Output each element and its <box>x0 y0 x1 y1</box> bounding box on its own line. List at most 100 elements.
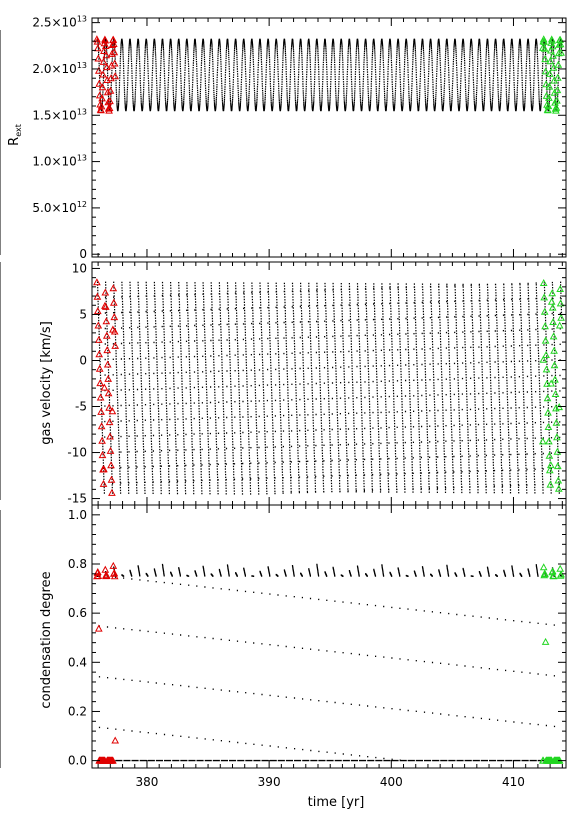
condensation-data-points <box>96 563 563 762</box>
y-tick-label: 5 <box>79 307 87 321</box>
red-triangle-marker <box>94 54 103 62</box>
condensation-y-tick-labels: 0.0 0.2 0.4 0.6 0.8 1.0 <box>68 508 87 768</box>
green-triangle-marker <box>541 322 549 330</box>
green-triangle-marker <box>541 336 550 344</box>
green-triangle-marker <box>541 637 550 645</box>
red-triangle-marker <box>102 571 111 579</box>
red-triangle-marker <box>94 66 103 74</box>
velocity-y-axis-label: gas velocity [km/s] <box>39 321 54 445</box>
red-triangle-marker <box>100 465 108 473</box>
red-triangle-marker <box>104 374 113 382</box>
data-trace <box>96 281 563 495</box>
red-triangle-marker <box>97 102 106 110</box>
red-triangle-marker <box>97 106 105 114</box>
green-triangle-marker <box>545 466 554 474</box>
green-triangle-marker <box>542 80 550 88</box>
green-triangle-marker <box>543 379 551 387</box>
red-triangle-marker <box>105 103 114 111</box>
red-triangle-marker <box>107 61 116 69</box>
red-triangle-marker <box>105 403 113 411</box>
red-triangle-marker <box>93 44 102 52</box>
y-tick-mantissa: 2.0×10 <box>32 62 76 76</box>
y-tick-mantissa: 1.0×10 <box>32 155 76 169</box>
green-triangle-marker <box>542 350 550 358</box>
green-triangle-marker <box>538 43 547 51</box>
green-triangle-marker <box>555 321 564 329</box>
y-tick-exponent: 13 <box>77 15 87 24</box>
red-triangle-marker <box>100 46 108 54</box>
red-triangle-marker <box>93 307 102 315</box>
velocity-red-markers <box>93 278 120 496</box>
red-triangle-marker <box>108 488 116 496</box>
red-triangle-marker <box>104 98 113 106</box>
red-triangle-marker <box>93 35 101 43</box>
red-triangle-marker <box>106 446 115 454</box>
green-triangle-marker <box>545 93 553 101</box>
green-triangle-marker <box>551 375 559 383</box>
y-tick-mantissa: 5.0×10 <box>32 201 76 215</box>
condensation-tick-marks <box>92 505 566 768</box>
red-triangle-marker <box>103 346 112 354</box>
y-tick-label: -15 <box>67 492 87 506</box>
radius-data-points <box>96 38 563 112</box>
green-triangle-marker <box>546 480 555 488</box>
red-triangle-marker <box>109 39 118 47</box>
green-triangle-marker <box>557 313 565 321</box>
y-tick-label: 1.0 <box>68 508 87 522</box>
y-tick-exponent: 12 <box>77 200 87 209</box>
y-tick-exponent: 13 <box>77 154 87 163</box>
green-triangle-marker <box>551 98 559 106</box>
green-triangle-marker <box>554 49 563 57</box>
red-triangle-marker <box>110 313 119 321</box>
y-tick-mantissa: 2.5×10 <box>32 16 76 30</box>
green-triangle-marker <box>548 303 557 311</box>
red-triangle-marker <box>101 565 110 573</box>
green-triangle-marker <box>544 422 553 430</box>
condensation-plot-frame <box>91 504 567 769</box>
y-tick-label: 0 <box>79 353 87 367</box>
red-triangle-marker <box>98 436 106 444</box>
green-triangle-marker <box>540 293 549 301</box>
green-triangle-marker <box>553 433 561 441</box>
condensation-green-markers <box>538 563 565 764</box>
y-tick-label: 0 <box>79 247 87 261</box>
red-triangle-marker <box>110 327 119 335</box>
green-triangle-marker <box>546 46 555 54</box>
y-tick-label: 2.0×1013 <box>32 61 87 76</box>
red-triangle-marker <box>110 59 119 67</box>
green-triangle-marker <box>540 307 549 315</box>
y-tick-label: -10 <box>67 446 87 460</box>
green-triangle-marker <box>548 289 557 297</box>
radius-red-markers <box>93 35 120 114</box>
green-triangle-marker <box>539 355 548 363</box>
green-triangle-marker <box>545 451 554 459</box>
red-triangle-marker <box>94 571 103 579</box>
x-tick-label: 410 <box>502 775 525 789</box>
red-triangle-marker <box>104 389 113 397</box>
green-triangle-marker <box>544 408 552 416</box>
y-tick-label: 0.0 <box>68 754 87 768</box>
radius-panel: 05.0×10121.0×10131.5×10132.0×10132.5×101… <box>7 15 567 261</box>
red-triangle-marker <box>97 422 106 430</box>
red-triangle-marker <box>106 86 115 94</box>
y-tick-label: 1.5×1013 <box>32 107 87 122</box>
y-tick-label: -5 <box>75 400 87 414</box>
condensation-panel: 0.0 0.2 0.4 0.6 0.8 1.0 380 390 400 410 condensa… <box>39 504 567 810</box>
red-triangle-marker <box>99 479 108 487</box>
red-triangle-marker <box>106 97 114 105</box>
red-triangle-marker <box>101 302 110 310</box>
red-triangle-marker <box>94 321 103 329</box>
green-triangle-marker <box>554 476 563 484</box>
green-triangle-marker <box>553 462 562 470</box>
green-triangle-marker <box>542 365 551 373</box>
red-triangle-marker <box>100 383 109 391</box>
red-triangle-marker <box>109 561 118 569</box>
green-triangle-marker <box>540 44 549 52</box>
x-tick-label: 400 <box>380 775 403 789</box>
green-triangle-marker <box>546 461 555 469</box>
red-triangle-marker <box>104 104 113 112</box>
red-triangle-marker <box>107 475 116 483</box>
green-triangle-marker <box>545 82 554 90</box>
velocity-data-points <box>96 281 563 495</box>
